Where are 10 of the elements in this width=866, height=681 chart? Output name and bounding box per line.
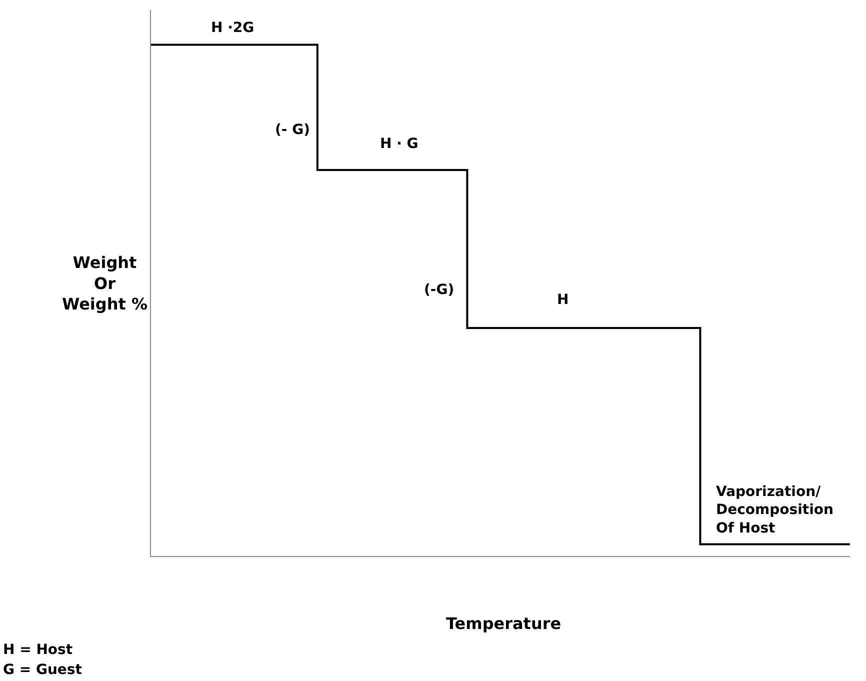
annotation: H · G (380, 136, 418, 152)
text: H ·2G (211, 20, 254, 36)
text: H = Host (3, 642, 73, 658)
x-axis-title: Temperature (446, 614, 562, 633)
annotation: (- G) (275, 122, 310, 138)
annotation: Vaporization/ Decomposition Of Host (716, 484, 834, 536)
text: G = Guest (3, 662, 82, 678)
y-axis-title: Weight Or Weight % (62, 253, 148, 314)
annotation: H (557, 292, 569, 308)
annotation: (-G) (424, 282, 454, 298)
